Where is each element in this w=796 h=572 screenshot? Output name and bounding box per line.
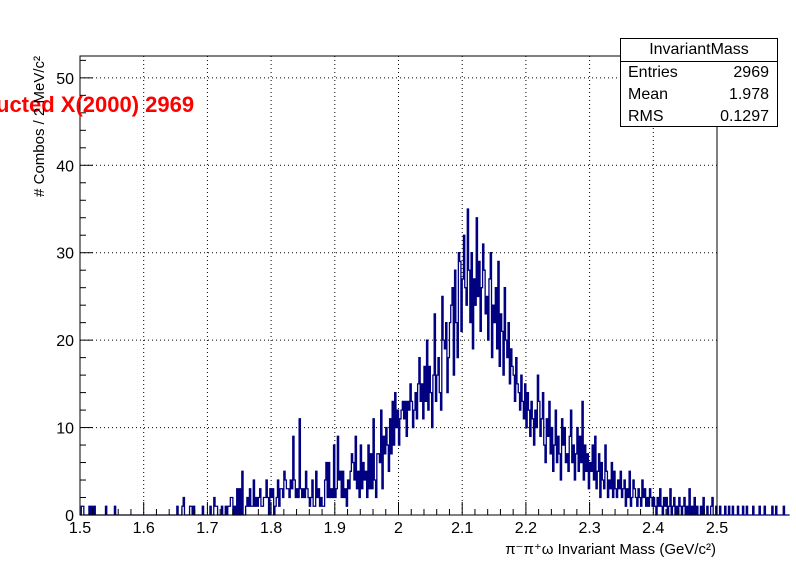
x-tick-label: 1.8 [260,520,282,537]
y-tick-label: 40 [56,158,74,175]
x-tick-label: 2 [394,520,403,537]
stats-row-entries: Entries 2969 [621,62,777,84]
y-tick-label: 50 [56,71,74,88]
histogram-line [80,208,790,516]
y-tick-label: 0 [65,508,74,525]
stats-value: 1.978 [728,86,769,103]
x-tick-label: 1.6 [133,520,155,537]
x-axis-title: π⁻π⁺ω Invariant Mass (GeV/c²) [505,541,716,558]
x-tick-label: 2.3 [578,520,600,537]
stats-box: InvariantMass Entries 2969 Mean 1.978 RM… [620,38,778,127]
stats-value: 0.1297 [720,108,769,125]
y-tick-label: 20 [56,333,74,350]
grid-lines [80,56,717,515]
stats-label: RMS [628,108,664,125]
y-tick-label: 30 [56,246,74,263]
y-axis-title: # Combos / 2 MeV/c² [31,56,48,197]
stats-label: Entries [628,64,678,81]
x-tick-label: 2.4 [642,520,664,537]
stats-title: InvariantMass [621,39,777,62]
stats-row-rms: RMS 0.1297 [621,106,777,128]
x-tick-label: 1.7 [196,520,218,537]
axis-ticks: 1.5 1.6 1.7 1.8 1.9 2 2.1 2.2 2.3 2.4 2.5 0 10 20 30 40… [56,59,728,537]
x-tick-label: 1.5 [69,520,91,537]
stats-row-mean: Mean 1.978 [621,84,777,106]
stats-label: Mean [628,86,669,103]
x-tick-label: 1.9 [324,520,346,537]
overlay-label: ucted X(2000) 2969 [0,92,194,117]
x-tick-label: 2.2 [515,520,537,537]
stats-value: 2969 [733,64,769,81]
y-tick-label: 10 [56,421,74,438]
x-tick-label: 2.1 [451,520,473,537]
x-tick-label: 2.5 [706,520,728,537]
